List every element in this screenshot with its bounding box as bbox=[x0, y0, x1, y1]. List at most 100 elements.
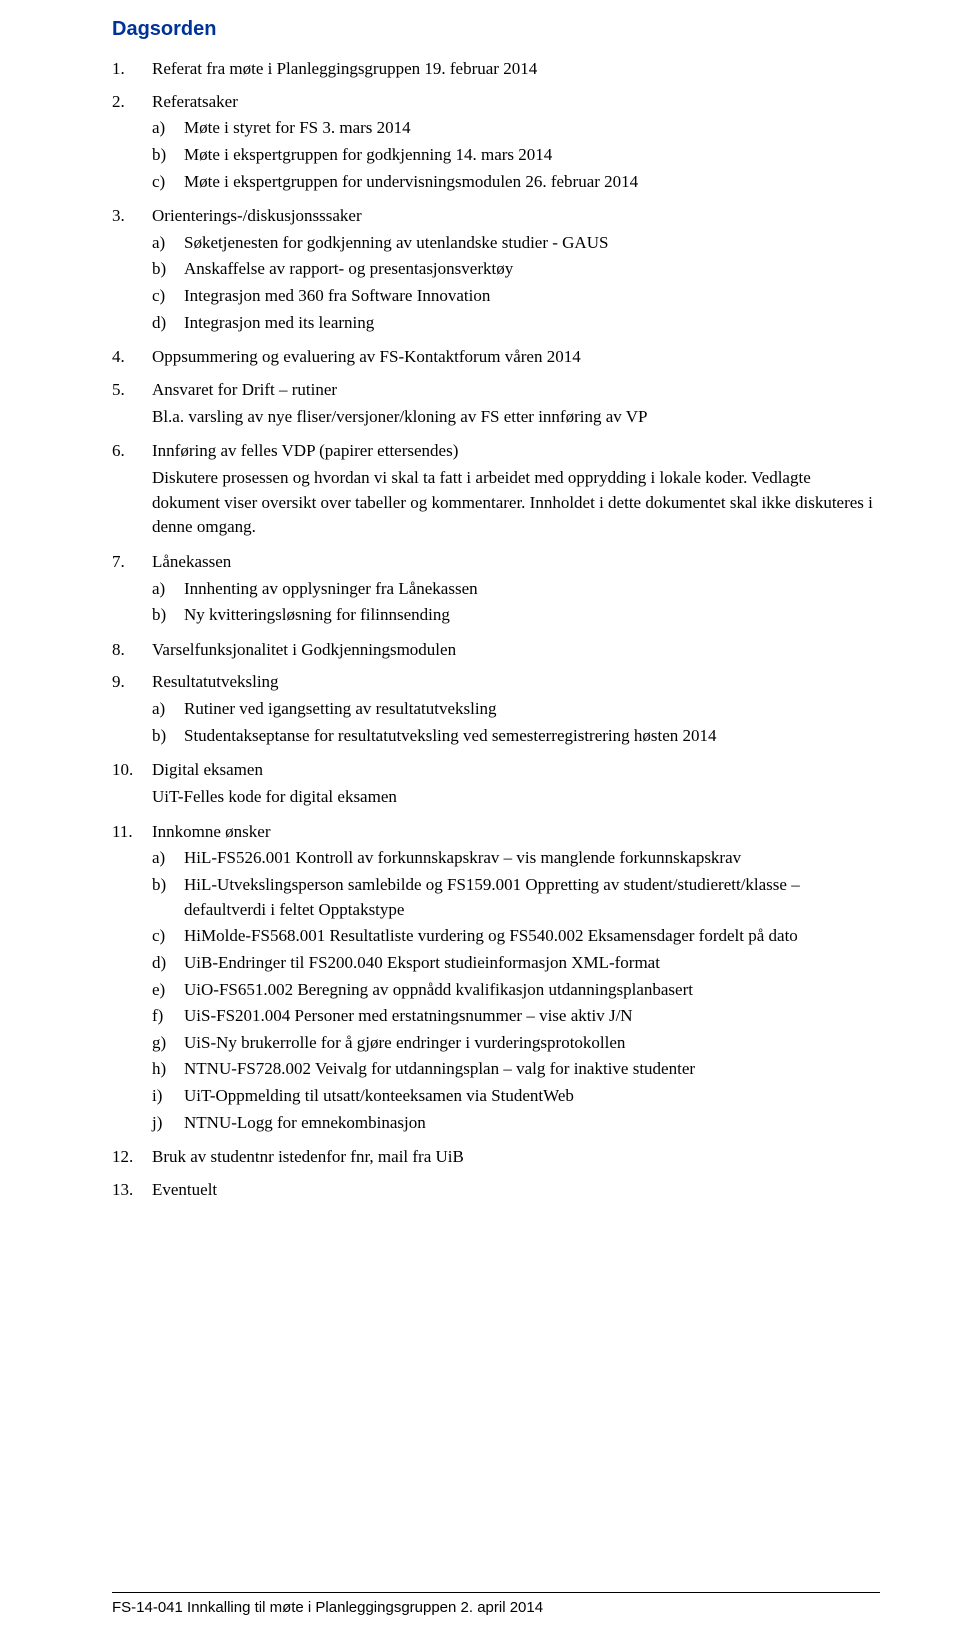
agenda-item: 10.Digital eksamenUiT-Felles kode for di… bbox=[112, 758, 880, 811]
agenda-item-paragraph: Diskutere prosessen og hvordan vi skal t… bbox=[152, 466, 880, 540]
agenda-subitem: a)Møte i styret for FS 3. mars 2014 bbox=[152, 116, 880, 141]
agenda-subitem-letter: b) bbox=[152, 724, 184, 749]
agenda-sublist: a)Møte i styret for FS 3. mars 2014b)Møt… bbox=[152, 116, 880, 194]
agenda-item-number: 3. bbox=[112, 204, 146, 337]
agenda-subitem-letter: a) bbox=[152, 846, 184, 871]
agenda-subitem-letter: c) bbox=[152, 170, 184, 195]
agenda-subitem-letter: f) bbox=[152, 1004, 184, 1029]
agenda-item-text: Referatsaker bbox=[152, 90, 880, 115]
agenda-subitem: a)HiL-FS526.001 Kontroll av forkunnskaps… bbox=[152, 846, 880, 871]
agenda-subitem: g)UiS-Ny brukerrolle for å gjøre endring… bbox=[152, 1031, 880, 1056]
agenda-sublist: a)Søketjenesten for godkjenning av utenl… bbox=[152, 231, 880, 336]
agenda-sublist: a)Rutiner ved igangsetting av resultatut… bbox=[152, 697, 880, 748]
agenda-subitem-text: NTNU-Logg for emnekombinasjon bbox=[184, 1111, 880, 1136]
agenda-item-body: Referatsakera)Møte i styret for FS 3. ma… bbox=[152, 90, 880, 197]
agenda-item-body: Digital eksamenUiT-Felles kode for digit… bbox=[152, 758, 880, 811]
agenda-item-text: Resultatutveksling bbox=[152, 670, 880, 695]
agenda-subitem: d)UiB-Endringer til FS200.040 Eksport st… bbox=[152, 951, 880, 976]
agenda-subitem-text: HiL-Utvekslingsperson samlebilde og FS15… bbox=[184, 873, 880, 922]
agenda-list: 1.Referat fra møte i Planleggingsgruppen… bbox=[112, 57, 880, 1203]
agenda-subitem-text: Søketjenesten for godkjenning av utenlan… bbox=[184, 231, 880, 256]
agenda-item-body: Referat fra møte i Planleggingsgruppen 1… bbox=[152, 57, 880, 82]
agenda-item: 13.Eventuelt bbox=[112, 1178, 880, 1203]
agenda-item-paragraph: Bl.a. varsling av nye fliser/versjoner/k… bbox=[152, 405, 880, 430]
agenda-item-body: Varselfunksjonalitet i Godkjenningsmodul… bbox=[152, 638, 880, 663]
agenda-subitem-text: UiB-Endringer til FS200.040 Eksport stud… bbox=[184, 951, 880, 976]
agenda-subitem: c)HiMolde-FS568.001 Resultatliste vurder… bbox=[152, 924, 880, 949]
agenda-subitem: b)Anskaffelse av rapport- og presentasjo… bbox=[152, 257, 880, 282]
agenda-item: 7.Lånekassena)Innhenting av opplysninger… bbox=[112, 550, 880, 630]
agenda-subitem: b)HiL-Utvekslingsperson samlebilde og FS… bbox=[152, 873, 880, 922]
agenda-item: 1.Referat fra møte i Planleggingsgruppen… bbox=[112, 57, 880, 82]
agenda-subitem-text: UiT-Oppmelding til utsatt/konteeksamen v… bbox=[184, 1084, 880, 1109]
agenda-item-body: Innføring av felles VDP (papirer etterse… bbox=[152, 439, 880, 542]
agenda-subitem-text: Møte i styret for FS 3. mars 2014 bbox=[184, 116, 880, 141]
agenda-subitem-letter: a) bbox=[152, 116, 184, 141]
agenda-item: 9.Resultatutvekslinga)Rutiner ved igangs… bbox=[112, 670, 880, 750]
agenda-subitem: i)UiT-Oppmelding til utsatt/konteeksamen… bbox=[152, 1084, 880, 1109]
agenda-item-number: 4. bbox=[112, 345, 146, 370]
agenda-subitem-text: HiMolde-FS568.001 Resultatliste vurderin… bbox=[184, 924, 880, 949]
agenda-item-number: 2. bbox=[112, 90, 146, 197]
agenda-subitem-text: Innhenting av opplysninger fra Lånekasse… bbox=[184, 577, 880, 602]
agenda-subitem-letter: b) bbox=[152, 143, 184, 168]
agenda-item-number: 8. bbox=[112, 638, 146, 663]
agenda-item-paragraph: UiT-Felles kode for digital eksamen bbox=[152, 785, 880, 810]
agenda-subitem-text: UiO-FS651.002 Beregning av oppnådd kvali… bbox=[184, 978, 880, 1003]
agenda-item-number: 10. bbox=[112, 758, 146, 811]
document-page: Dagsorden 1.Referat fra møte i Planleggi… bbox=[0, 0, 960, 1636]
agenda-item-number: 12. bbox=[112, 1145, 146, 1170]
agenda-item-number: 1. bbox=[112, 57, 146, 82]
agenda-subitem: b)Studentakseptanse for resultatutveksli… bbox=[152, 724, 880, 749]
agenda-item-text: Innkomne ønsker bbox=[152, 820, 880, 845]
agenda-item-body: Lånekassena)Innhenting av opplysninger f… bbox=[152, 550, 880, 630]
agenda-subitem: b)Møte i ekspertgruppen for godkjenning … bbox=[152, 143, 880, 168]
agenda-subitem-text: Møte i ekspertgruppen for godkjenning 14… bbox=[184, 143, 880, 168]
agenda-subitem: a)Innhenting av opplysninger fra Lånekas… bbox=[152, 577, 880, 602]
agenda-item-number: 7. bbox=[112, 550, 146, 630]
agenda-subitem-text: HiL-FS526.001 Kontroll av forkunnskapskr… bbox=[184, 846, 880, 871]
agenda-item-body: Eventuelt bbox=[152, 1178, 880, 1203]
page-title: Dagsorden bbox=[112, 18, 880, 41]
agenda-item-body: Resultatutvekslinga)Rutiner ved igangset… bbox=[152, 670, 880, 750]
agenda-item: 6.Innføring av felles VDP (papirer etter… bbox=[112, 439, 880, 542]
agenda-subitem-letter: e) bbox=[152, 978, 184, 1003]
agenda-item: 11.Innkomne ønskera)HiL-FS526.001 Kontro… bbox=[112, 820, 880, 1138]
agenda-item: 8.Varselfunksjonalitet i Godkjenningsmod… bbox=[112, 638, 880, 663]
agenda-subitem-letter: d) bbox=[152, 311, 184, 336]
agenda-subitem: a)Søketjenesten for godkjenning av utenl… bbox=[152, 231, 880, 256]
agenda-item: 2.Referatsakera)Møte i styret for FS 3. … bbox=[112, 90, 880, 197]
agenda-subitem-text: Anskaffelse av rapport- og presentasjons… bbox=[184, 257, 880, 282]
agenda-subitem-text: NTNU-FS728.002 Veivalg for utdanningspla… bbox=[184, 1057, 880, 1082]
agenda-item-text: Eventuelt bbox=[152, 1178, 880, 1203]
agenda-subitem-text: Rutiner ved igangsetting av resultatutve… bbox=[184, 697, 880, 722]
agenda-sublist: a)HiL-FS526.001 Kontroll av forkunnskaps… bbox=[152, 846, 880, 1135]
agenda-subitem-letter: d) bbox=[152, 951, 184, 976]
agenda-item-body: Oppsummering og evaluering av FS-Kontakt… bbox=[152, 345, 880, 370]
agenda-subitem-letter: a) bbox=[152, 231, 184, 256]
agenda-item: 4.Oppsummering og evaluering av FS-Konta… bbox=[112, 345, 880, 370]
agenda-item-text: Lånekassen bbox=[152, 550, 880, 575]
agenda-item-text: Digital eksamen bbox=[152, 758, 880, 783]
agenda-subitem: a)Rutiner ved igangsetting av resultatut… bbox=[152, 697, 880, 722]
agenda-item-number: 6. bbox=[112, 439, 146, 542]
agenda-item-text: Bruk av studentnr istedenfor fnr, mail f… bbox=[152, 1145, 880, 1170]
agenda-item-body: Orienterings-/diskusjonsssakera)Søketjen… bbox=[152, 204, 880, 337]
agenda-item: 5.Ansvaret for Drift – rutinerBl.a. vars… bbox=[112, 378, 880, 431]
agenda-subitem-text: Integrasjon med its learning bbox=[184, 311, 880, 336]
agenda-item-text: Innføring av felles VDP (papirer etterse… bbox=[152, 439, 880, 464]
agenda-subitem: e)UiO-FS651.002 Beregning av oppnådd kva… bbox=[152, 978, 880, 1003]
agenda-subitem-text: Integrasjon med 360 fra Software Innovat… bbox=[184, 284, 880, 309]
agenda-subitem-text: UiS-Ny brukerrolle for å gjøre endringer… bbox=[184, 1031, 880, 1056]
agenda-subitem: d)Integrasjon med its learning bbox=[152, 311, 880, 336]
agenda-item: 3.Orienterings-/diskusjonsssakera)Søketj… bbox=[112, 204, 880, 337]
footer-text: FS-14-041 Innkalling til møte i Planlegg… bbox=[112, 1599, 543, 1616]
footer-divider bbox=[112, 1592, 880, 1593]
agenda-subitem-letter: b) bbox=[152, 873, 184, 922]
agenda-subitem: f)UiS-FS201.004 Personer med erstatnings… bbox=[152, 1004, 880, 1029]
agenda-subitem-letter: c) bbox=[152, 284, 184, 309]
agenda-subitem: h)NTNU-FS728.002 Veivalg for utdanningsp… bbox=[152, 1057, 880, 1082]
agenda-item-number: 9. bbox=[112, 670, 146, 750]
agenda-subitem-text: Ny kvitteringsløsning for filinnsending bbox=[184, 603, 880, 628]
agenda-subitem-text: UiS-FS201.004 Personer med erstatningsnu… bbox=[184, 1004, 880, 1029]
